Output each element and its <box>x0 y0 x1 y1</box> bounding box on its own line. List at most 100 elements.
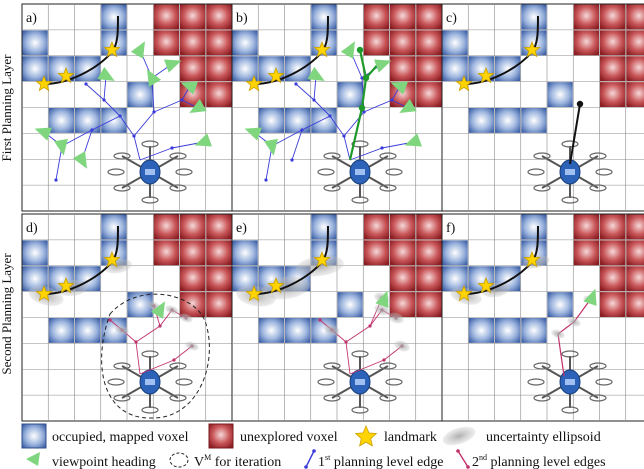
unexplored-voxel <box>390 266 416 292</box>
drone <box>107 140 193 204</box>
selected-node <box>356 46 364 54</box>
occupied-voxel <box>468 108 494 133</box>
occupied-voxel <box>101 214 127 240</box>
panel-b <box>231 3 443 212</box>
drone <box>527 140 613 204</box>
legend-occupied: occupied, mapped voxel <box>21 423 189 449</box>
viewpoint-heading-triangle <box>164 59 182 73</box>
landmark-star <box>477 276 495 294</box>
unexplored-voxel <box>390 56 416 82</box>
unexplored-voxel <box>206 240 232 266</box>
second-edge-text: planning level edges <box>487 455 606 469</box>
unexplored-voxel <box>390 4 416 30</box>
legend-heading: viewpoint heading <box>26 452 156 469</box>
occupied-voxel <box>101 108 127 133</box>
unexplored-voxel <box>626 240 644 266</box>
occupied-voxel <box>75 56 101 82</box>
unexplored-voxel <box>206 214 232 240</box>
panel-e <box>231 213 443 422</box>
occupied-voxel <box>48 56 74 82</box>
unexplored-voxel <box>206 56 232 82</box>
unexplored-voxel <box>390 30 416 56</box>
viewpoint-heading-triangle <box>34 127 52 141</box>
landmark-star <box>57 276 75 294</box>
landmark-star <box>455 74 473 92</box>
unexplored-voxel <box>573 240 599 266</box>
occupied-voxel <box>547 82 573 107</box>
landmark-star <box>35 74 53 92</box>
occupied-voxel <box>258 108 284 133</box>
unexplored-voxel <box>180 30 206 56</box>
legend-unexplored-label: unexplored voxel <box>240 430 338 445</box>
occupied-voxel <box>22 30 48 56</box>
viewpoint-heading-triangle <box>147 69 162 87</box>
occupied-voxel <box>521 4 547 30</box>
legend-occupied-label: occupied, mapped voxel <box>52 430 189 445</box>
unexplored-voxel <box>416 56 442 82</box>
first-edge-superscript: st <box>325 453 331 462</box>
landmark-star <box>267 66 285 84</box>
unexplored-voxel <box>600 214 626 240</box>
uncertainty-ellipsoid <box>388 312 404 324</box>
occupied-voxel <box>311 4 337 30</box>
panel-label-c: c) <box>446 11 457 26</box>
legend-unexplored: unexplored voxel <box>208 423 338 449</box>
unexplored-voxel <box>390 240 416 266</box>
landmark-star <box>35 284 53 302</box>
unexplored-voxel <box>180 292 206 317</box>
legend-ellipsoid: uncertainty ellipsoid <box>442 426 601 446</box>
unexplored-voxel <box>390 214 416 240</box>
unexplored-voxel <box>626 56 644 82</box>
landmark-star <box>103 40 121 58</box>
unexplored-voxel <box>416 30 442 56</box>
panel-label-b: b) <box>236 11 248 26</box>
occupied-voxel <box>127 82 153 107</box>
occupied-voxel <box>468 318 494 343</box>
occupied-voxel <box>22 240 48 266</box>
occupied-voxel <box>285 56 311 82</box>
viewpoint-heading-triangle <box>404 133 422 147</box>
unexplored-voxel <box>600 30 626 56</box>
unexplored-voxel <box>416 4 442 30</box>
viewpoint-heading-triangle <box>54 138 68 156</box>
viewpoint-heading-triangle <box>194 133 212 147</box>
occupied-voxel <box>75 318 101 343</box>
occupied-voxel <box>521 108 547 133</box>
uncertainty-ellipsoid <box>185 341 199 351</box>
selected-node <box>362 74 370 82</box>
viewpoint-heading-triangle <box>399 98 417 113</box>
vm-region <box>101 293 210 419</box>
occupied-voxel <box>495 318 521 343</box>
drone <box>317 140 403 204</box>
viewpoint-heading-triangle <box>130 41 145 59</box>
uncertainty-ellipsoid <box>165 305 179 315</box>
heading-triangle-icon <box>26 452 40 466</box>
unexplored-voxel <box>363 240 389 266</box>
occupied-voxel <box>285 318 311 343</box>
panel-label-a: a) <box>26 11 37 26</box>
viewpoint-heading-triangle <box>180 81 198 95</box>
unexplored-voxel <box>180 266 206 292</box>
occupied-voxel <box>442 240 468 266</box>
legend-first-edge: 1st planning level edge <box>304 449 443 469</box>
unexplored-voxel <box>180 240 206 266</box>
unexplored-voxel <box>600 292 626 317</box>
committed-edge <box>569 103 581 165</box>
occupied-voxel <box>285 108 311 133</box>
panel-label-e: e) <box>236 221 247 236</box>
viewpoint-heading-triangle <box>340 41 355 59</box>
vm-symbol: V <box>194 455 204 469</box>
uncertainty-ellipsoid <box>179 313 193 323</box>
legend-vm: VM for iteration <box>169 452 281 469</box>
landmark-star <box>455 284 473 302</box>
landmark-star <box>267 276 285 294</box>
landmark-star <box>245 74 263 92</box>
viewpoint-heading-triangle <box>244 127 262 141</box>
selected-node <box>358 104 366 112</box>
unexplored-voxel <box>153 30 179 56</box>
uncertainty-ellipsoid <box>374 304 390 316</box>
uncertainty-ellipsoid <box>394 340 410 352</box>
occupied-voxel <box>468 56 494 82</box>
uncertainty-ellipsoid <box>324 324 340 336</box>
